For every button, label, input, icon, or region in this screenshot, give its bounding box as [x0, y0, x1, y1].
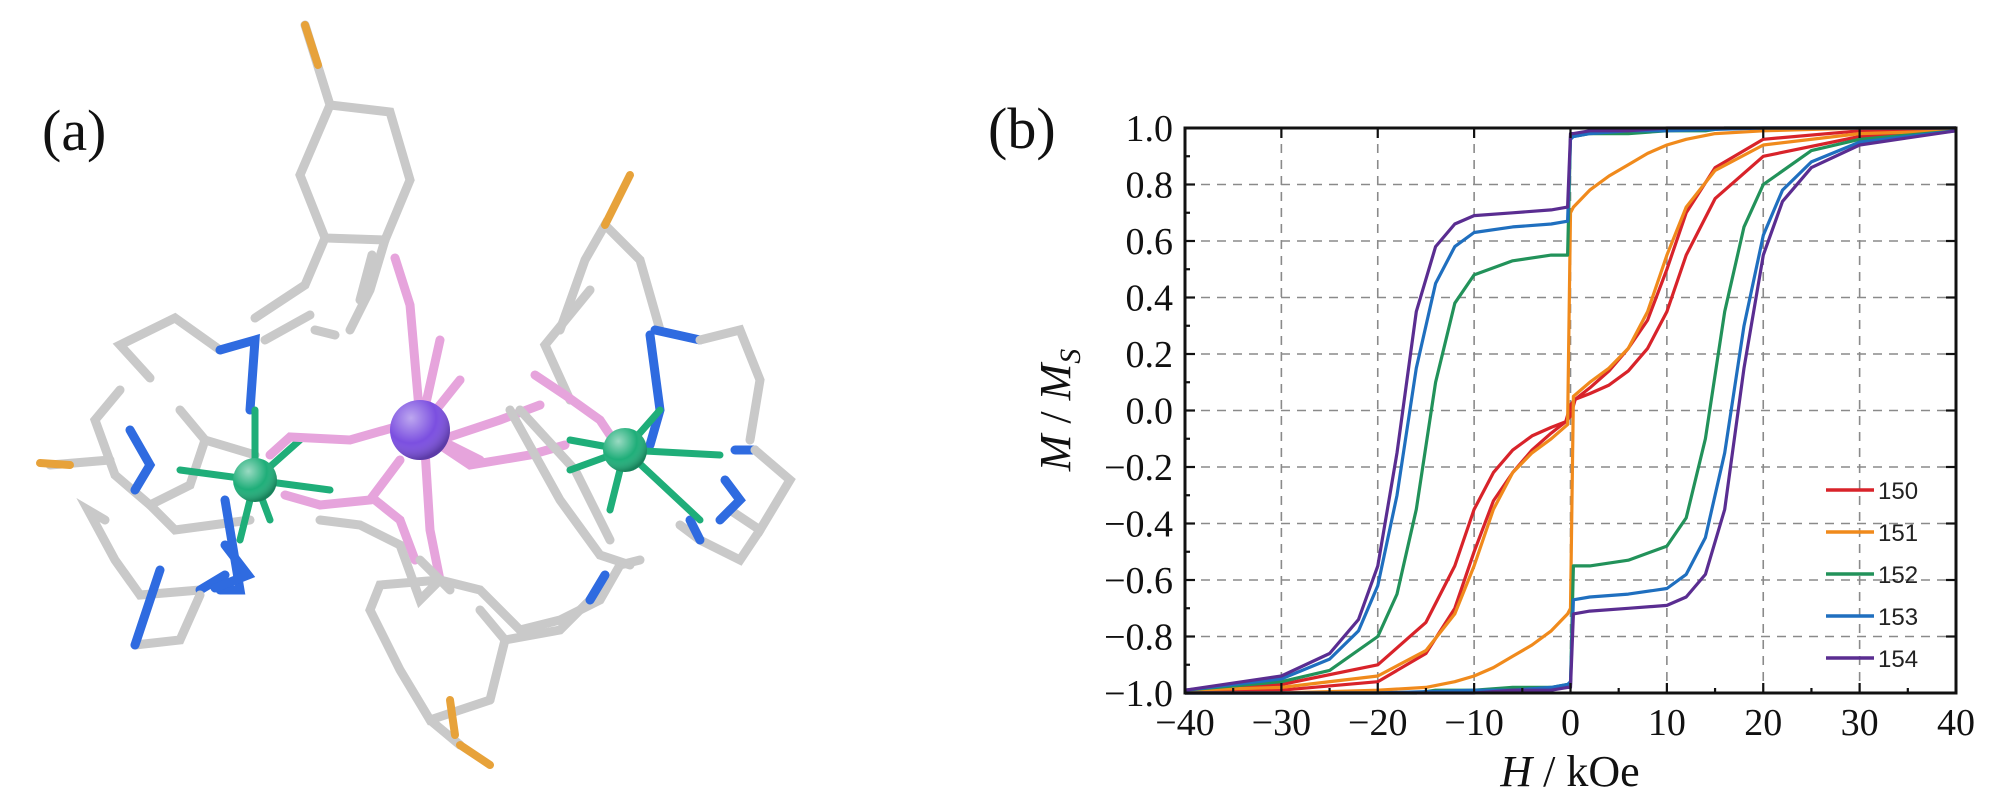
ticks: [1183, 126, 1958, 695]
y-tick-label: 0.4: [1126, 278, 1174, 320]
x-tick-label: 10: [1648, 702, 1686, 744]
x-axis-title-unit: / kOe: [1532, 747, 1640, 796]
y-axis-title-sep: /: [1031, 400, 1080, 434]
x-tick-label: −20: [1348, 702, 1407, 744]
y-tick-label: −0.4: [1104, 504, 1173, 546]
y-tick-label: −1.0: [1104, 673, 1173, 715]
x-axis-title-var: H: [1499, 747, 1534, 796]
y-tick-label: −0.8: [1104, 617, 1173, 659]
y-tick-label: −0.2: [1104, 447, 1173, 489]
y-tick-label: 0.6: [1126, 221, 1174, 263]
x-tick-label: −10: [1444, 702, 1503, 744]
y-tick-label: 1.0: [1126, 108, 1174, 150]
legend-label-153: 153: [1878, 604, 1918, 631]
y-axis-title-var2: M: [1031, 361, 1080, 401]
series-153-down-branch: [1185, 129, 1957, 695]
panel-b-label: (b): [988, 96, 1056, 161]
molecule-panel: (a): [36, 20, 796, 769]
legend-label-152: 152: [1878, 562, 1918, 589]
panel-a-label: (a): [42, 98, 106, 163]
y-tick-label: 0.2: [1126, 334, 1174, 376]
legend-label-151: 151: [1878, 520, 1918, 547]
molecule-structure: [36, 20, 796, 769]
y-tick-label: 0.8: [1126, 165, 1174, 207]
series-151-down-branch: [1185, 129, 1957, 695]
series-150-up-branch: [1184, 126, 1957, 692]
series-150-down-branch: [1184, 129, 1957, 695]
x-tick-label: 20: [1744, 702, 1782, 744]
series-153-up-branch: [1184, 126, 1956, 692]
x-tick-label: 0: [1561, 702, 1580, 744]
x-tick-label: −30: [1252, 702, 1311, 744]
y-axis-title: M / MS: [1031, 349, 1087, 473]
x-axis-title: H / kOe: [1499, 747, 1639, 796]
legend: 150 151 152 153 154: [1826, 478, 1918, 673]
x-tick-label: −40: [1155, 702, 1214, 744]
y-tick-label: −0.6: [1104, 560, 1173, 602]
x-tick-label: 30: [1841, 702, 1879, 744]
y-axis-title-var: M: [1031, 432, 1080, 472]
y-tick-label: 0.0: [1126, 391, 1174, 433]
series-151-up-branch: [1184, 126, 1956, 692]
legend-label-150: 150: [1878, 478, 1918, 505]
y-axis-title-sub: S: [1054, 349, 1087, 364]
chart-panel: (b) −40 −30 −20 −10 0 10 20 30 40 −1.0 −0.8 −0.6 −0…: [988, 96, 1975, 796]
x-tick-labels: −40 −30 −20 −10 0 10 20 30 40: [1155, 702, 1975, 744]
legend-label-154: 154: [1878, 646, 1918, 673]
x-tick-label: 40: [1937, 702, 1975, 744]
y-tick-labels: −1.0 −0.8 −0.6 −0.4 −0.2 0.0 0.2 0.4 0.6 0.8 1.0: [1104, 108, 1173, 715]
